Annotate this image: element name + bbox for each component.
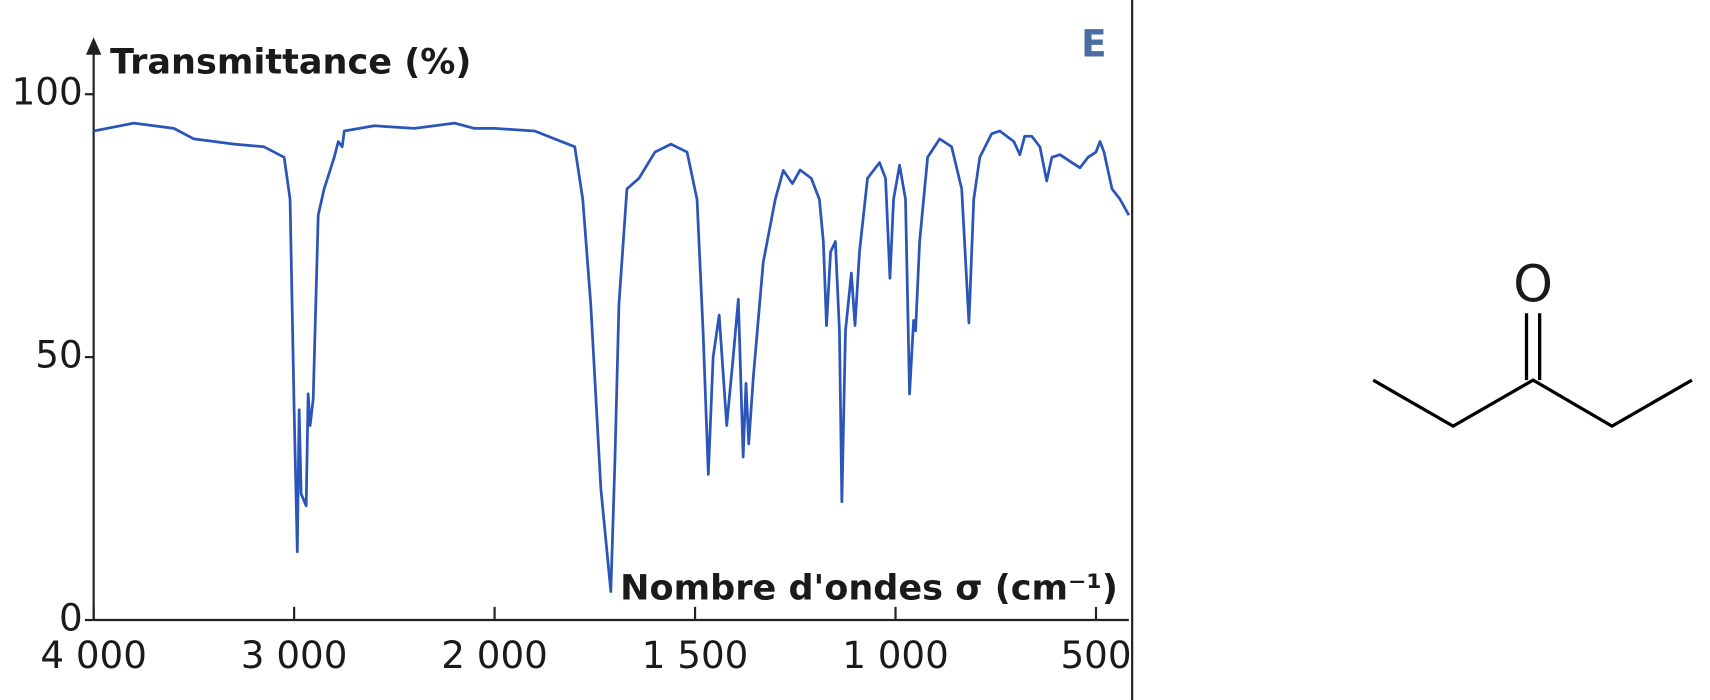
x-tick-label: 4 000 [40, 633, 147, 677]
y-tick-label: 0 [59, 596, 83, 640]
x-tick-label: 2 000 [441, 633, 548, 677]
y-axis-label: Transmittance (%) [110, 42, 471, 83]
x-tick-label: 3 000 [241, 633, 348, 677]
y-tick-label: 100 [12, 70, 83, 114]
y-axis-arrow [85, 37, 102, 55]
spectrum-line [93, 121, 1131, 594]
atom-label: O [1513, 255, 1553, 314]
x-tick-label: 1 500 [642, 633, 749, 677]
x-tick-label: 500 [1060, 633, 1131, 677]
panel-label: E [1081, 22, 1106, 66]
carbon-chain [1372, 378, 1693, 429]
x-tick-label: 1 000 [842, 633, 949, 677]
molecule: O [1372, 255, 1693, 429]
x-axis-label: Nombre d'ondes σ (cm⁻¹) [620, 567, 1118, 608]
y-tick-label: 50 [35, 333, 82, 377]
